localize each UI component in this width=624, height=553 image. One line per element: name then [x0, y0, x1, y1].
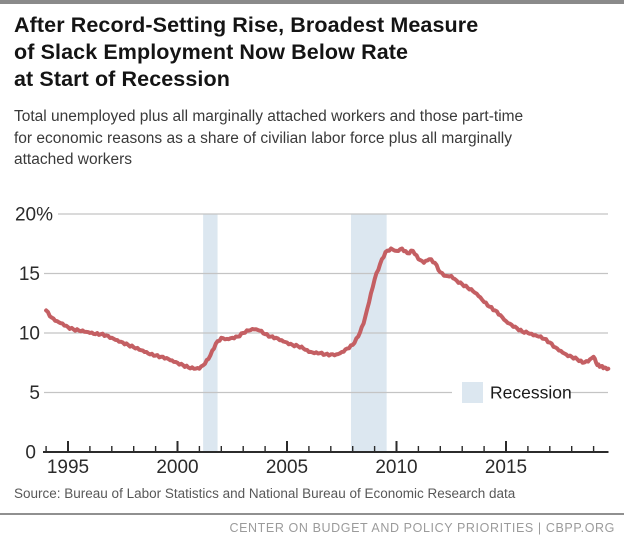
footer-divider — [0, 513, 624, 515]
x-axis-tick-label: 2000 — [156, 457, 198, 478]
x-axis-tick-label: 2010 — [375, 457, 417, 478]
title-line-1: After Record-Setting Rise, Broadest Meas… — [14, 13, 479, 37]
legend-label: Recession — [490, 383, 572, 403]
title-line-2: of Slack Employment Now Below Rate — [14, 40, 409, 64]
page-title: After Record-Setting Rise, Broadest Meas… — [14, 12, 610, 93]
footer-branding: CENTER ON BUDGET AND POLICY PRIORITIES |… — [229, 521, 615, 535]
title-line-3: at Start of Recession — [14, 67, 230, 91]
u6-rate-line — [44, 246, 611, 372]
top-accent-bar — [0, 0, 624, 4]
legend-recession-swatch — [462, 382, 483, 403]
y-axis-tick-label: 15 — [19, 264, 40, 285]
chart-subtitle: Total unemployed plus all marginally att… — [14, 106, 614, 171]
subtitle-line-1: Total unemployed plus all marginally att… — [14, 108, 524, 125]
subtitle-line-2: for economic reasons as a share of civil… — [14, 129, 512, 147]
x-axis-tick-label: 2015 — [485, 457, 527, 478]
line-chart: 20% 15 10 5 0 1995 2000 2005 2010 2015 Recession — [0, 195, 624, 495]
chart-canvas: 20% 15 10 5 0 1995 2000 2005 2010 2015 Recession — [15, 205, 611, 478]
y-axis-tick-label: 20% — [15, 205, 53, 226]
y-axis-tick-label: 10 — [19, 324, 40, 345]
source-note: Source: Bureau of Labor Statistics and N… — [14, 486, 516, 501]
x-axis-tick-label: 2005 — [266, 457, 308, 478]
x-axis-tick-label: 1995 — [47, 457, 89, 478]
y-axis-tick-label: 0 — [25, 443, 36, 464]
subtitle-line-3: attached workers — [14, 151, 133, 168]
y-axis-tick-label: 5 — [29, 383, 40, 404]
